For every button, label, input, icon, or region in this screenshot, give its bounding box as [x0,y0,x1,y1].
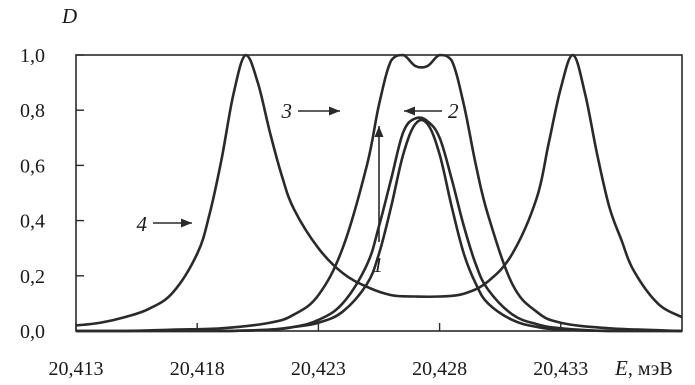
annotation-2: 2 [404,99,459,123]
series-line-2 [76,116,682,333]
y-tick-label: 0,6 [20,155,45,177]
curves-layer [75,53,683,333]
annotation-label-2: 2 [448,99,459,123]
annotation-arrowhead-1 [374,126,384,137]
plot-frame [75,54,683,332]
annotation-label-3: 3 [281,99,293,123]
annotation-4: 4 [137,212,192,236]
x-tick-label: 20,423 [291,358,346,380]
labels-layer: 20,413 20,418 20,423 20,428 20,433 0,0 0,2 0,4 0… [20,45,588,380]
annotations-layer: 1 2 3 4 [137,99,460,277]
x-tick-label: 20,428 [412,358,467,380]
annotation-arrowhead-3 [329,106,340,116]
annotation-label-4: 4 [137,212,148,236]
series-line-4 [75,53,683,327]
annotation-3: 3 [281,99,340,123]
y-tick-label: 0,0 [20,321,45,343]
y-tick-label: 0,2 [20,266,45,288]
annotation-arrowhead-2 [404,106,415,116]
x-tick-label: 20,418 [170,358,225,380]
x-tick-label: 20,413 [49,358,104,380]
x-axis-variable: E [614,356,628,380]
series-line-3 [76,53,683,333]
x-tick-label: 20,433 [533,358,588,380]
y-axis-label: D [61,4,77,28]
y-tick-label: 1,0 [20,45,45,67]
annotation-label-1: 1 [373,253,384,277]
annotation-arrowhead-4 [181,218,192,228]
y-tick-label: 0,8 [20,100,45,122]
x-axis-label: E, мэВ [614,356,673,380]
x-axis-unit: , мэВ [628,358,673,380]
y-tick-label: 0,4 [20,211,45,233]
annotation-1: 1 [373,126,384,277]
